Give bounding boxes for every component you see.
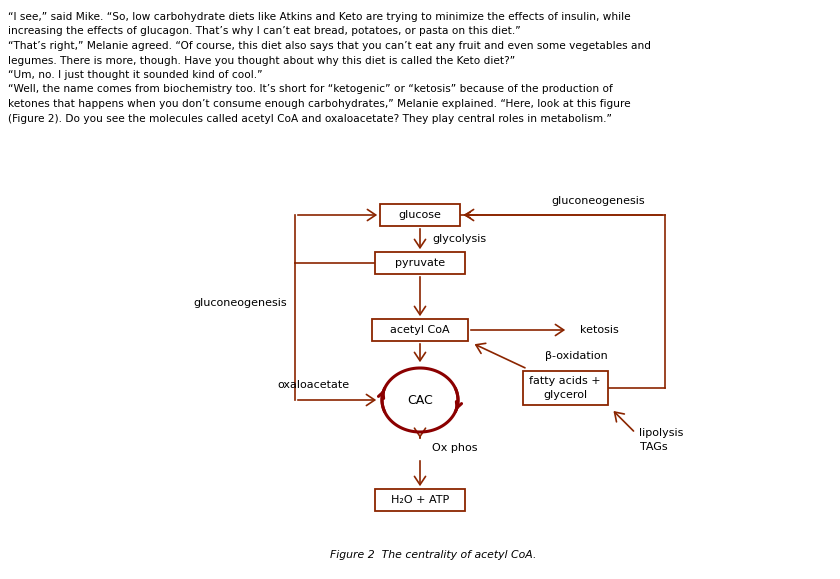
Bar	[380, 204, 460, 226]
Text: CAC: CAC	[407, 394, 433, 406]
Bar	[372, 319, 468, 341]
Text: “I see,” said Mike. “So, low carbohydrate diets like Atkins and Keto are trying : “I see,” said Mike. “So, low carbohydrat…	[8, 12, 631, 22]
Bar	[375, 489, 465, 511]
Text: Ox phos: Ox phos	[432, 443, 477, 453]
Text: “Um, no. I just thought it sounded kind of cool.”: “Um, no. I just thought it sounded kind …	[8, 70, 263, 80]
Text: fatty acids +: fatty acids +	[529, 376, 601, 386]
Text: glucose: glucose	[398, 210, 442, 220]
Text: “That’s right,” Melanie agreed. “Of course, this diet also says that you can’t e: “That’s right,” Melanie agreed. “Of cour…	[8, 41, 651, 51]
Bar	[522, 371, 607, 405]
Bar	[375, 252, 465, 274]
Text: lipolysis: lipolysis	[639, 428, 684, 438]
Text: H₂O + ATP: H₂O + ATP	[391, 495, 449, 505]
Text: pyruvate: pyruvate	[395, 258, 445, 268]
Text: β-oxidation: β-oxidation	[545, 351, 608, 361]
Text: gluconeogenesis: gluconeogenesis	[193, 298, 287, 308]
Text: “Well, the name comes from biochemistry too. It’s short for “ketogenic” or “keto: “Well, the name comes from biochemistry …	[8, 85, 612, 94]
Text: TAGs: TAGs	[639, 442, 667, 452]
Text: (Figure 2). Do you see the molecules called acetyl CoA and oxaloacetate? They pl: (Figure 2). Do you see the molecules cal…	[8, 113, 612, 123]
Text: Figure 2  The centrality of acetyl CoA.: Figure 2 The centrality of acetyl CoA.	[330, 550, 537, 560]
Text: increasing the effects of glucagon. That’s why I can’t eat bread, potatoes, or p: increasing the effects of glucagon. That…	[8, 27, 521, 36]
Text: glycolysis: glycolysis	[432, 234, 486, 244]
Text: ketosis: ketosis	[580, 325, 619, 335]
Text: oxaloacetate: oxaloacetate	[278, 380, 350, 390]
Text: acetyl CoA: acetyl CoA	[391, 325, 449, 335]
Text: glycerol: glycerol	[543, 390, 587, 400]
Text: gluconeogenesis: gluconeogenesis	[551, 196, 645, 206]
Text: ketones that happens when you don’t consume enough carbohydrates,” Melanie expla: ketones that happens when you don’t cons…	[8, 99, 631, 109]
Text: legumes. There is more, though. Have you thought about why this diet is called t: legumes. There is more, though. Have you…	[8, 56, 515, 65]
